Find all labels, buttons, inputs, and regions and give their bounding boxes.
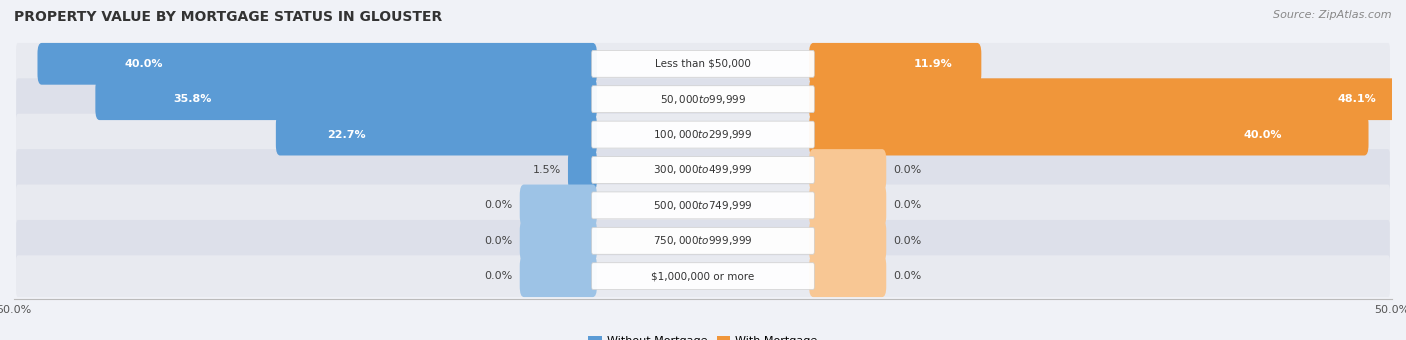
Text: $100,000 to $299,999: $100,000 to $299,999 (654, 128, 752, 141)
FancyBboxPatch shape (520, 185, 598, 226)
FancyBboxPatch shape (520, 255, 598, 297)
Text: 40.0%: 40.0% (124, 59, 163, 69)
Text: 0.0%: 0.0% (893, 236, 921, 246)
FancyBboxPatch shape (276, 114, 598, 155)
FancyBboxPatch shape (808, 149, 886, 191)
Text: $1,000,000 or more: $1,000,000 or more (651, 271, 755, 281)
Text: 0.0%: 0.0% (485, 200, 513, 210)
Text: Source: ZipAtlas.com: Source: ZipAtlas.com (1274, 10, 1392, 20)
FancyBboxPatch shape (15, 78, 1391, 120)
Text: 0.0%: 0.0% (893, 165, 921, 175)
FancyBboxPatch shape (592, 86, 814, 113)
FancyBboxPatch shape (15, 255, 1391, 297)
Text: PROPERTY VALUE BY MORTGAGE STATUS IN GLOUSTER: PROPERTY VALUE BY MORTGAGE STATUS IN GLO… (14, 10, 443, 24)
FancyBboxPatch shape (15, 149, 1391, 191)
FancyBboxPatch shape (592, 227, 814, 254)
Text: 40.0%: 40.0% (1243, 130, 1282, 140)
FancyBboxPatch shape (15, 185, 1391, 226)
Text: 0.0%: 0.0% (485, 271, 513, 281)
FancyBboxPatch shape (592, 121, 814, 148)
FancyBboxPatch shape (15, 43, 1391, 85)
Text: Less than $50,000: Less than $50,000 (655, 59, 751, 69)
FancyBboxPatch shape (592, 50, 814, 77)
FancyBboxPatch shape (96, 78, 598, 120)
FancyBboxPatch shape (808, 78, 1406, 120)
FancyBboxPatch shape (568, 149, 598, 191)
FancyBboxPatch shape (592, 156, 814, 184)
FancyBboxPatch shape (808, 43, 981, 85)
FancyBboxPatch shape (38, 43, 598, 85)
Text: 48.1%: 48.1% (1339, 94, 1376, 104)
Legend: Without Mortgage, With Mortgage: Without Mortgage, With Mortgage (583, 331, 823, 340)
Text: $50,000 to $99,999: $50,000 to $99,999 (659, 93, 747, 106)
FancyBboxPatch shape (592, 192, 814, 219)
Text: $300,000 to $499,999: $300,000 to $499,999 (654, 164, 752, 176)
FancyBboxPatch shape (808, 114, 1368, 155)
Text: 0.0%: 0.0% (485, 236, 513, 246)
FancyBboxPatch shape (520, 220, 598, 262)
Text: 0.0%: 0.0% (893, 200, 921, 210)
FancyBboxPatch shape (592, 263, 814, 290)
FancyBboxPatch shape (808, 255, 886, 297)
Text: 0.0%: 0.0% (893, 271, 921, 281)
Text: 1.5%: 1.5% (533, 165, 561, 175)
FancyBboxPatch shape (808, 185, 886, 226)
Text: 11.9%: 11.9% (914, 59, 953, 69)
Text: $750,000 to $999,999: $750,000 to $999,999 (654, 234, 752, 247)
FancyBboxPatch shape (808, 220, 886, 262)
Text: 35.8%: 35.8% (173, 94, 212, 104)
Text: $500,000 to $749,999: $500,000 to $749,999 (654, 199, 752, 212)
Text: 22.7%: 22.7% (328, 130, 366, 140)
FancyBboxPatch shape (15, 220, 1391, 262)
FancyBboxPatch shape (15, 114, 1391, 155)
